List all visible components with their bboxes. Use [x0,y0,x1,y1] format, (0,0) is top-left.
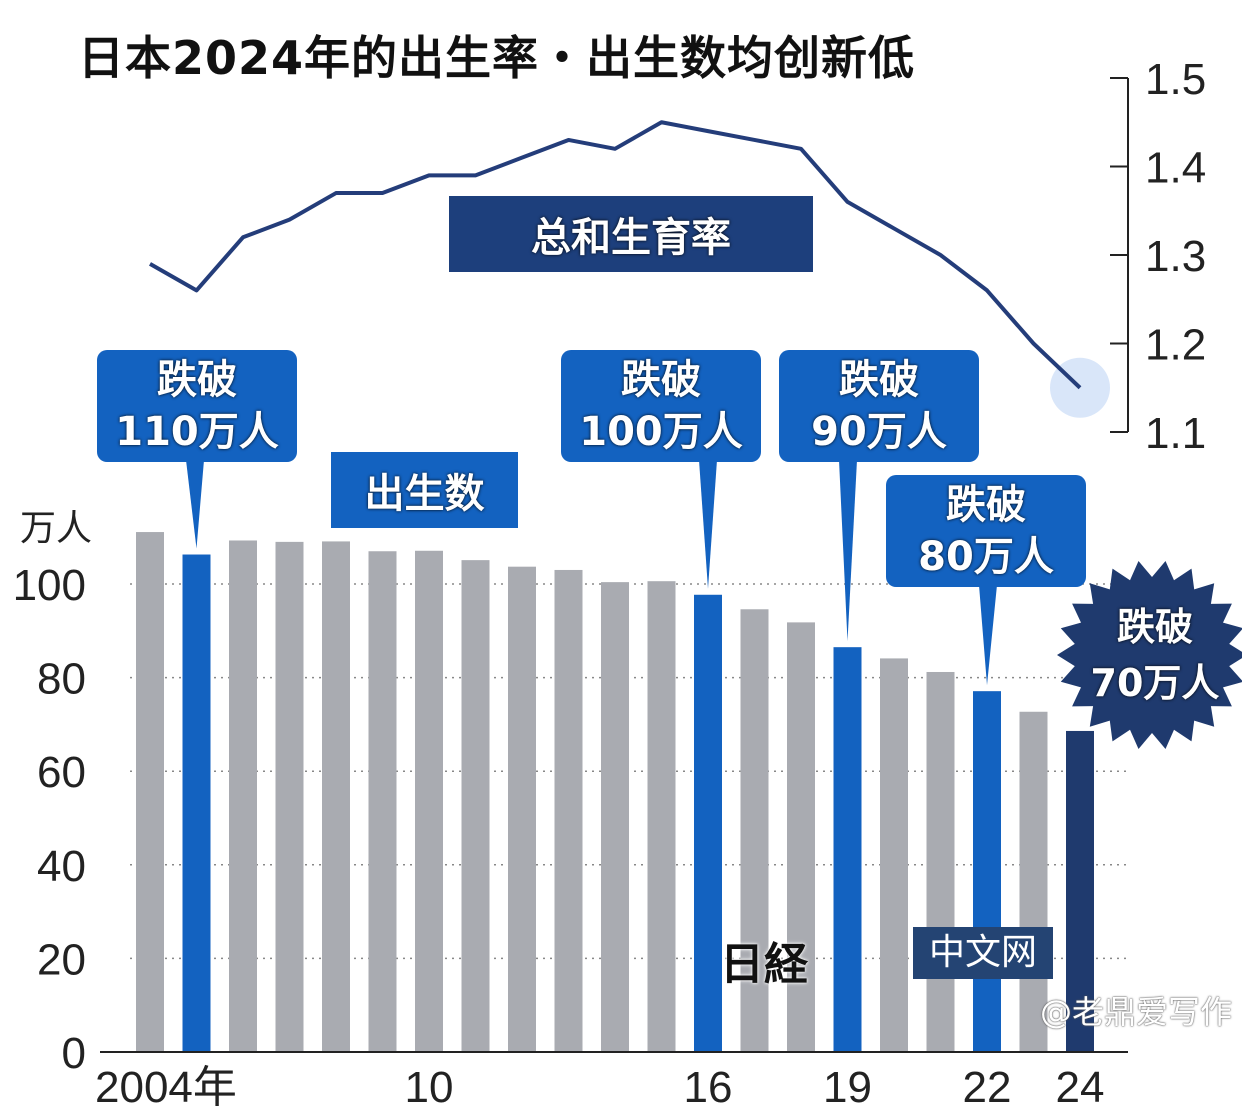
bar-series-label: 出生数 [331,452,518,528]
y-tick-label: 80 [37,655,86,704]
x-tick-label: 2004年 [95,1063,237,1108]
y-tick-label: 0 [62,1029,86,1078]
annotation-2005: 跌破 110万人 [97,350,297,462]
x-tick-label: 16 [684,1063,733,1108]
bar-2023 [1019,711,1048,1052]
nikkei-logo: 日経 [720,939,808,990]
bar-2007 [275,541,304,1052]
nikkei-logo-tag: 中文网 [913,927,1053,979]
right-tick-label: 1.1 [1145,409,1206,458]
x-tick-label: 24 [1056,1063,1105,1108]
annotation-2019: 跌破 90万人 [779,350,979,462]
callout-pointer [839,460,857,642]
bar-2018 [787,622,815,1052]
starburst-badge [1057,561,1242,749]
bar-2020 [880,658,908,1052]
bar-2006 [229,540,257,1052]
y-tick-label: 20 [37,935,86,984]
bar-2010 [415,550,443,1052]
bar-2011 [461,560,490,1052]
bar-2016 [694,594,722,1052]
y-tick-label: 100 [13,561,86,610]
bar-2005 [182,554,211,1052]
right-tick-label: 1.4 [1145,144,1206,193]
bar-2009 [368,551,397,1052]
y-tick-label: 60 [37,748,86,797]
bar-2008 [322,541,350,1052]
y-tick-label: 40 [37,842,86,891]
line-series-label: 总和生育率 [449,196,813,272]
x-tick-label: 22 [963,1063,1012,1108]
bar-2015 [647,581,676,1052]
fertility-rate-line [149,120,1082,390]
bar-2013 [554,569,583,1052]
y-axis-unit: 万人 [20,508,92,549]
right-tick-label: 1.3 [1145,232,1206,281]
bar-2019 [833,647,862,1052]
bar-2014 [601,582,629,1052]
x-tick-label: 10 [405,1063,454,1108]
right-tick-label: 1.5 [1145,55,1206,104]
bar-2021 [926,671,955,1052]
bar-2017 [740,609,769,1052]
x-tick-label: 19 [823,1063,872,1108]
annotation-2022: 跌破 80万人 [886,475,1086,587]
chart-title: 日本2024年的出生率・出生数均创新低 [78,31,916,85]
right-tick-label: 1.2 [1145,321,1206,370]
bar-2024 [1066,730,1094,1052]
author-watermark: @老鼎爱写作 [1040,993,1233,1031]
callout-pointer [186,460,204,549]
bar-2012 [508,566,536,1052]
bar-2004 [136,532,164,1052]
callout-pointer [979,585,997,686]
annotation-2016: 跌破 100万人 [561,350,761,462]
bar-2022 [973,691,1001,1052]
annotation-2024: 跌破 70万人 [1090,605,1220,705]
callout-pointer [699,460,717,589]
